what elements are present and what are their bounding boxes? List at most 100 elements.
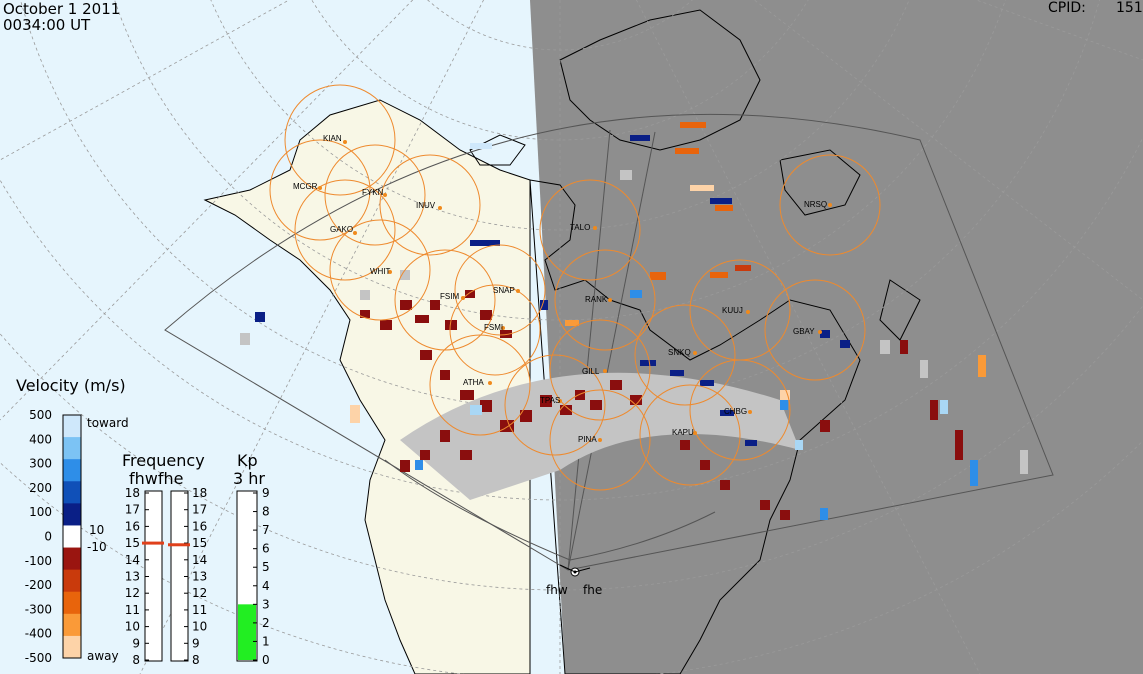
velocity-color-segment bbox=[63, 591, 81, 615]
station-label: KUUJ bbox=[722, 306, 743, 315]
kp-tick-label: 2 bbox=[262, 616, 270, 630]
station-label: RANK bbox=[585, 295, 608, 304]
kp-tick-label: 5 bbox=[262, 560, 270, 574]
velocity-tick-label: -200 bbox=[25, 578, 52, 592]
frequency-tick-label: 8 bbox=[192, 653, 200, 667]
station-label: TALO bbox=[570, 223, 590, 232]
velocity-title: Velocity (m/s) bbox=[16, 376, 126, 395]
station-label: INUV bbox=[416, 201, 436, 210]
kp-tick-label: 3 bbox=[262, 597, 270, 611]
velocity-tick-label: 500 bbox=[29, 408, 52, 422]
station-label: TPAS bbox=[540, 396, 560, 405]
velocity-legend: Velocity (m/s) 500 400 300 200 100 0 -100 -200 -… bbox=[16, 376, 129, 665]
station-coverage-rings bbox=[269, 84, 881, 491]
velocity-color-segment bbox=[63, 613, 81, 637]
station-label: FSIM bbox=[440, 292, 459, 301]
station-label: GILL bbox=[582, 367, 600, 376]
frequency-tick-labels: 18 18 17 17 16 16 15 15 14 14 13 13 12 12 11 11 10 10 9 9 8 8 bbox=[125, 486, 208, 667]
velocity-tick-label: -100 bbox=[25, 554, 52, 568]
velocity-color-segment bbox=[63, 525, 81, 549]
velocity-tick-label: 0 bbox=[44, 530, 52, 544]
ground-scatter-band bbox=[400, 372, 800, 500]
station-label: GAKO bbox=[330, 225, 353, 234]
radar-site: fhw fhe bbox=[546, 564, 602, 597]
frequency-tick-label: 10 bbox=[125, 620, 140, 634]
station-label: KAPU bbox=[672, 428, 694, 437]
frequency-tick-label: 13 bbox=[125, 570, 140, 584]
velocity-color-segment bbox=[63, 547, 81, 571]
station-label: SNKQ bbox=[668, 348, 691, 357]
frequency-title: Frequency bbox=[122, 451, 205, 470]
velocity-colorbar-frame bbox=[62, 414, 82, 659]
velocity-tick-labels: 500 400 300 200 100 0 -100 -200 -300 -400 -500 bbox=[25, 408, 52, 665]
frequency-tick-label: 16 bbox=[192, 519, 207, 533]
frequency-tick-label: 15 bbox=[192, 536, 207, 550]
velocity-color-segment bbox=[63, 635, 81, 659]
plot-time: 0034:00 UT bbox=[3, 16, 91, 34]
station-label: FYKN bbox=[362, 188, 384, 197]
station-label: ATHA bbox=[463, 378, 484, 387]
velocity-tick-label: -400 bbox=[25, 627, 52, 641]
frequency-tick-label: 9 bbox=[132, 636, 140, 650]
fhe-frequency-marker bbox=[168, 543, 190, 547]
frequency-tick-label: 14 bbox=[192, 553, 207, 567]
velocity-tick-label: 200 bbox=[29, 481, 52, 495]
fhw-frequency-marker bbox=[142, 541, 164, 545]
frequency-tick-label: 9 bbox=[192, 636, 200, 650]
kp-tick-label: 8 bbox=[262, 505, 270, 519]
kp-tick-label: 6 bbox=[262, 542, 270, 556]
kp-tick-label: 0 bbox=[262, 653, 270, 667]
radar-label-fhe: fhe bbox=[583, 583, 602, 597]
velocity-tick-label: 400 bbox=[29, 432, 52, 446]
velocity-colorbar bbox=[62, 414, 82, 659]
kp-tick-labels: 9 8 7 6 5 4 3 2 1 0 bbox=[253, 486, 270, 667]
kp-legend: Kp 3 hr 9 8 7 6 5 4 3 2 1 0 bbox=[233, 451, 270, 667]
continent-landmass bbox=[203, 9, 921, 674]
frequency-tick-label: 8 bbox=[132, 653, 140, 667]
frequency-tick-label: 18 bbox=[125, 486, 140, 500]
velocity-data-cells bbox=[240, 122, 1028, 520]
plot-date: October 1 2011 bbox=[3, 0, 121, 18]
frequency-tick-label: 12 bbox=[192, 586, 207, 600]
cpid-label: CPID: bbox=[1048, 0, 1086, 16]
station-labels: KIAN MCGR FYKN INUV GAKO WHIT TALO NRSQ … bbox=[293, 134, 827, 444]
velocity-color-segment bbox=[63, 437, 81, 460]
velocity-threshold-pos: 10 bbox=[89, 523, 104, 537]
velocity-threshold-neg: -10 bbox=[87, 540, 107, 554]
velocity-color-segment bbox=[63, 481, 81, 504]
frequency-tick-label: 12 bbox=[125, 586, 140, 600]
frequency-tick-label: 16 bbox=[125, 519, 140, 533]
station-label: CHBG bbox=[724, 407, 747, 416]
radar-field-of-view bbox=[164, 113, 1054, 571]
kp-tick-label: 7 bbox=[262, 523, 270, 537]
velocity-away-label: away bbox=[87, 649, 119, 663]
frequency-tick-label: 13 bbox=[192, 570, 207, 584]
kp-tick-label: 9 bbox=[262, 486, 270, 500]
frequency-tick-label: 17 bbox=[125, 503, 140, 517]
velocity-color-segment bbox=[63, 503, 81, 526]
kp-tick-label: 4 bbox=[262, 579, 270, 593]
kp-subtitle: 3 hr bbox=[233, 469, 265, 488]
frequency-tick-label: 17 bbox=[192, 503, 207, 517]
station-label: KIAN bbox=[323, 134, 342, 143]
cpid-value: 151 bbox=[1116, 0, 1143, 16]
station-markers bbox=[318, 140, 832, 442]
velocity-tick-label: 300 bbox=[29, 457, 52, 471]
station-label: MCGR bbox=[293, 182, 318, 191]
frequency-tick-label: 10 bbox=[192, 620, 207, 634]
frequency-tick-label: 15 bbox=[125, 536, 140, 550]
velocity-tick-label: 100 bbox=[29, 505, 52, 519]
velocity-tick-label: -300 bbox=[25, 602, 52, 616]
kp-level-fill bbox=[238, 604, 256, 660]
kp-title: Kp bbox=[237, 451, 258, 470]
frequency-tick-label: 14 bbox=[125, 553, 140, 567]
station-label: SNAP bbox=[493, 286, 515, 295]
radar-label-fhw: fhw bbox=[546, 583, 568, 597]
station-label: PINA bbox=[578, 435, 597, 444]
station-label: GBAY bbox=[793, 327, 815, 336]
station-label: FSMI bbox=[484, 323, 503, 332]
velocity-color-segment bbox=[63, 569, 81, 593]
